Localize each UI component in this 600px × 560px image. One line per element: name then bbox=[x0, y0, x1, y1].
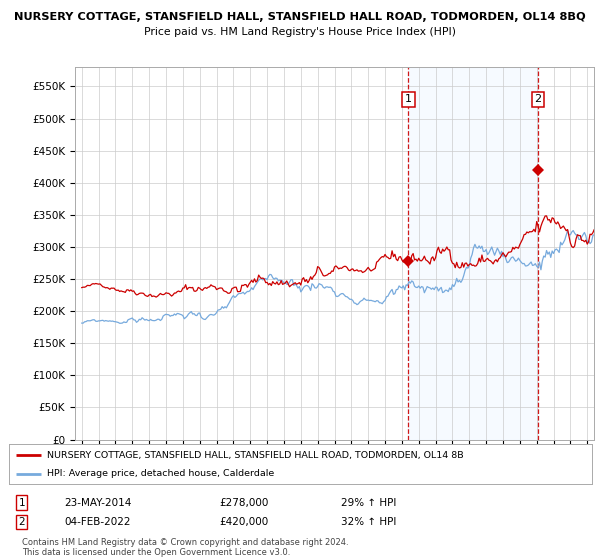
Text: 23-MAY-2014: 23-MAY-2014 bbox=[64, 498, 132, 507]
Text: HPI: Average price, detached house, Calderdale: HPI: Average price, detached house, Cald… bbox=[47, 469, 274, 478]
Text: Contains HM Land Registry data © Crown copyright and database right 2024.
This d: Contains HM Land Registry data © Crown c… bbox=[22, 538, 349, 557]
Text: NURSERY COTTAGE, STANSFIELD HALL, STANSFIELD HALL ROAD, TODMORDEN, OL14 8B: NURSERY COTTAGE, STANSFIELD HALL, STANSF… bbox=[47, 451, 464, 460]
Text: 1: 1 bbox=[19, 498, 25, 507]
Text: 04-FEB-2022: 04-FEB-2022 bbox=[64, 517, 131, 527]
Text: 32% ↑ HPI: 32% ↑ HPI bbox=[341, 517, 397, 527]
Text: Price paid vs. HM Land Registry's House Price Index (HPI): Price paid vs. HM Land Registry's House … bbox=[144, 27, 456, 37]
Text: 2: 2 bbox=[535, 94, 542, 104]
Text: 29% ↑ HPI: 29% ↑ HPI bbox=[341, 498, 397, 507]
Text: 2: 2 bbox=[19, 517, 25, 527]
Text: 1: 1 bbox=[405, 94, 412, 104]
Text: £420,000: £420,000 bbox=[219, 517, 268, 527]
Bar bbox=[409, 67, 538, 440]
Text: NURSERY COTTAGE, STANSFIELD HALL, STANSFIELD HALL ROAD, TODMORDEN, OL14 8BQ: NURSERY COTTAGE, STANSFIELD HALL, STANSF… bbox=[14, 12, 586, 22]
Text: £278,000: £278,000 bbox=[219, 498, 268, 507]
